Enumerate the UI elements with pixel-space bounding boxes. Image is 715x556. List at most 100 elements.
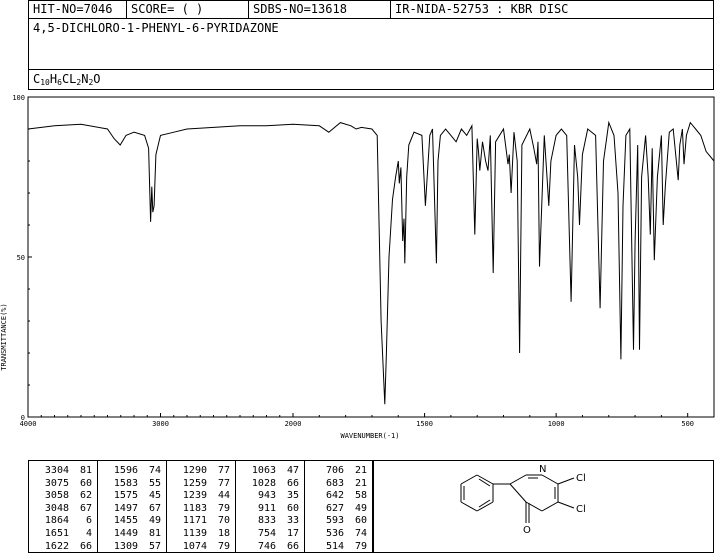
peak-row: 3304 81	[29, 464, 97, 477]
peak-row: 1497 67	[98, 502, 166, 515]
peak-transmittance: 74	[148, 465, 161, 476]
x-tick-label: 500	[681, 420, 694, 428]
peak-wavenumber: 514	[325, 540, 344, 552]
peak-transmittance: 44	[217, 490, 230, 502]
peak-wavenumber: 1864	[44, 515, 69, 527]
peak-row: 1028 66	[236, 477, 304, 490]
score: SCORE= ( )	[127, 1, 249, 18]
peak-transmittance: 21	[354, 465, 367, 476]
peak-wavenumber: 1063	[251, 465, 276, 476]
peak-row: 746 66	[236, 540, 304, 553]
peak-row: 1622 66	[29, 540, 97, 553]
peak-row: 3058 62	[29, 489, 97, 502]
formula-cl-count: 2	[76, 78, 82, 87]
formula-c: C	[33, 72, 41, 86]
peak-wavenumber: 1259	[182, 477, 207, 489]
peak-wavenumber: 833	[257, 515, 276, 527]
peak-wavenumber: 754	[257, 528, 276, 539]
peak-transmittance: 58	[354, 490, 367, 502]
structure-panel: N O Cl Cl	[373, 460, 714, 553]
x-axis-label: WAVENUMBER(-1)	[340, 432, 399, 440]
peak-transmittance: 6	[85, 515, 92, 527]
peak-row: 642 58	[305, 489, 372, 502]
peak-row: 943 35	[236, 489, 304, 502]
peak-wavenumber: 627	[325, 502, 344, 514]
peak-transmittance: 81	[148, 528, 161, 539]
y-axis-ticks: 0 50 100	[12, 94, 32, 422]
peak-wavenumber: 1028	[251, 477, 276, 489]
peak-row: 1183 79	[167, 502, 235, 515]
y-tick-label: 0	[21, 414, 25, 422]
peak-wavenumber: 911	[257, 502, 276, 514]
peak-row: 683 21	[305, 477, 372, 490]
peak-transmittance: 70	[217, 515, 230, 527]
peak-transmittance: 60	[354, 515, 367, 527]
plot-frame	[27, 96, 715, 418]
peak-row: 1171 70	[167, 514, 235, 527]
compound-name: 4,5-DICHLORO-1-PHENYL-6-PYRIDAZONE	[33, 21, 279, 35]
peak-transmittance: 79	[354, 540, 367, 552]
peak-transmittance: 81	[79, 465, 92, 476]
peak-wavenumber: 1309	[113, 540, 138, 552]
peak-row: 1063 47	[236, 464, 304, 477]
peak-transmittance: 77	[217, 465, 230, 476]
peak-wavenumber: 746	[257, 540, 276, 552]
x-axis-ticks: 4000 3000 2000 1500 1000 500	[20, 413, 694, 428]
peak-row: 1449 81	[98, 527, 166, 540]
peak-wavenumber: 642	[325, 490, 344, 502]
peak-transmittance: 60	[286, 502, 299, 514]
formula-h: H	[49, 72, 58, 86]
peak-row: 1455 49	[98, 514, 166, 527]
formula-o: O	[93, 72, 101, 86]
molecule-structure-drawing: N O Cl Cl	[460, 464, 586, 536]
molecular-formula: C10H6CL2N2O	[33, 72, 101, 87]
peak-transmittance: 79	[217, 540, 230, 552]
peak-transmittance: 17	[286, 528, 299, 539]
peak-transmittance: 60	[79, 477, 92, 489]
peak-row: 593 60	[305, 514, 372, 527]
peak-wavenumber: 1455	[113, 515, 138, 527]
peak-wavenumber: 706	[325, 465, 344, 476]
peak-transmittance: 79	[217, 502, 230, 514]
peak-transmittance: 18	[217, 528, 230, 539]
peak-transmittance: 67	[148, 502, 161, 514]
x-tick-label: 3000	[152, 420, 169, 428]
ir-spectrum-chart: 4000 3000 2000 1500 1000 500 0 50 100 WAVENUMBE…	[0, 94, 715, 440]
peak-transmittance: 62	[79, 490, 92, 502]
peak-column: 1290 77 1259 77 1239 44 1183 79 1171 70 1139 18 1074…	[167, 461, 236, 552]
peak-transmittance: 66	[286, 477, 299, 489]
peak-wavenumber: 3058	[44, 490, 69, 502]
peak-wavenumber: 1171	[182, 515, 207, 527]
peak-transmittance: 66	[286, 540, 299, 552]
peak-table: 3304 81 3075 60 3058 62 3048 67 1864 6 1651 4 1622 66…	[28, 460, 373, 553]
peak-row: 1864 6	[29, 514, 97, 527]
peak-wavenumber: 1183	[182, 502, 207, 514]
peak-row: 3048 67	[29, 502, 97, 515]
atom-n-label: N	[539, 464, 546, 475]
peak-wavenumber: 1596	[113, 465, 138, 476]
peak-transmittance: 57	[148, 540, 161, 552]
formula-n: N	[81, 72, 89, 86]
hit-number: HIT-NO=7046	[29, 1, 127, 18]
peak-wavenumber: 1497	[113, 502, 138, 514]
x-tick-label: 4000	[20, 420, 37, 428]
phenyl-ring	[460, 474, 494, 512]
peak-column: 1063 47 1028 66 943 35 911 60 833 33 754 17 746 66	[236, 461, 305, 552]
peak-wavenumber: 683	[325, 477, 344, 489]
peak-row: 1290 77	[167, 464, 235, 477]
peak-transmittance: 49	[354, 502, 367, 514]
y-tick-label: 100	[12, 94, 25, 102]
ir-info: IR-NIDA-52753 : KBR DISC	[395, 2, 569, 16]
peak-column: 706 21 683 21 642 58 627 49 593 60 536 74 514 79	[305, 461, 372, 552]
peak-row: 1139 18	[167, 527, 235, 540]
formula-h-count: 6	[57, 78, 62, 87]
formula-n-count: 2	[88, 78, 94, 87]
spectrum-series-line	[27, 120, 715, 405]
formula-c-count: 10	[40, 78, 50, 87]
peak-row: 833 33	[236, 514, 304, 527]
peak-transmittance: 77	[217, 477, 230, 489]
peak-transmittance: 35	[286, 490, 299, 502]
peak-wavenumber: 3048	[44, 502, 69, 514]
peak-row: 1575 45	[98, 489, 166, 502]
formula-divider	[29, 69, 713, 70]
